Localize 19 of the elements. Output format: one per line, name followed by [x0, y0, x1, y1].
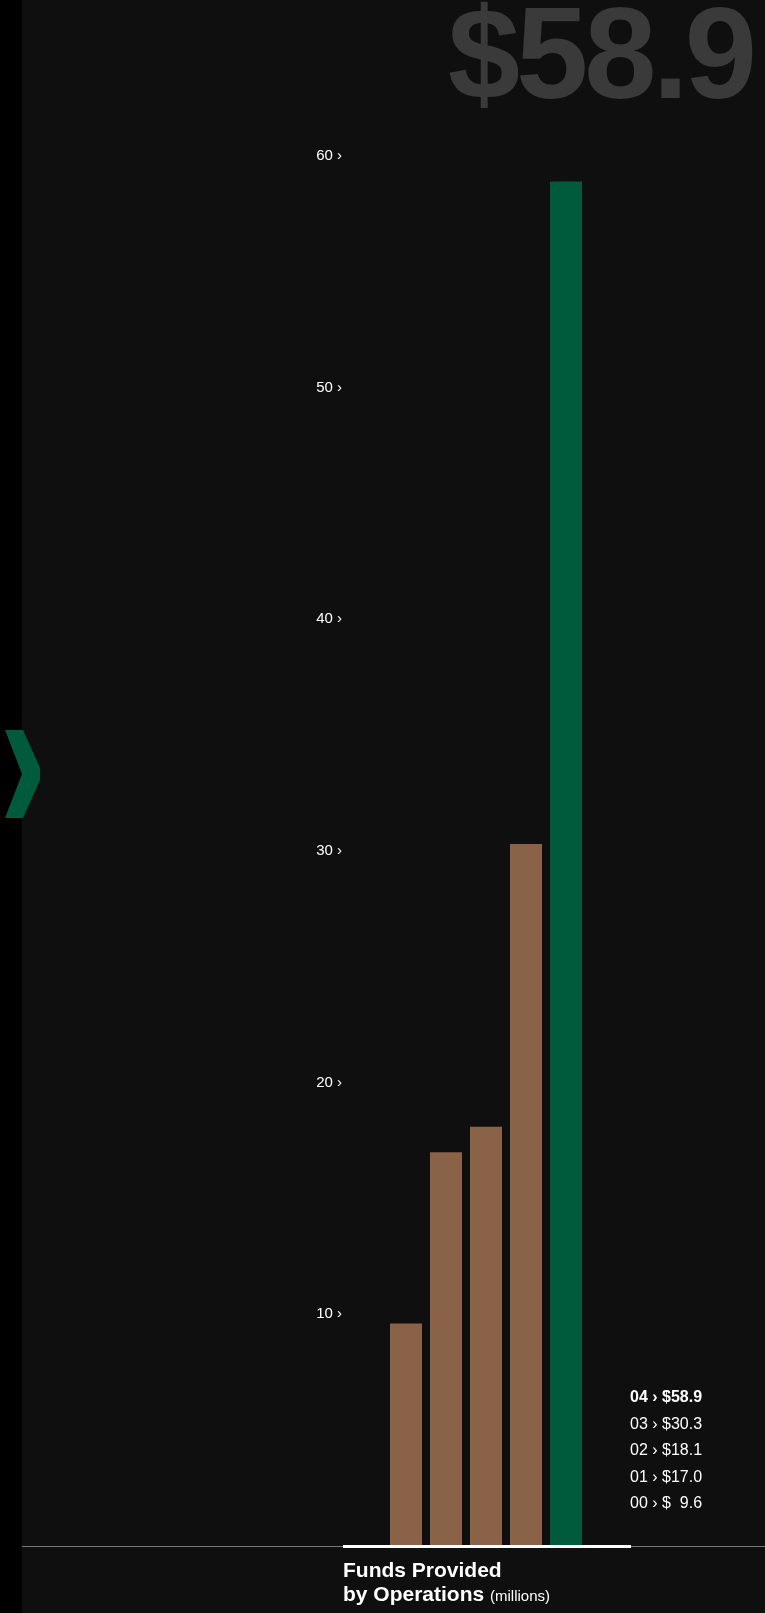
text: 04 › $58.9	[630, 1387, 703, 1407]
text: 01 › $17.0	[630, 1466, 703, 1487]
text: 03 › $30.3	[630, 1413, 703, 1434]
text: 00 › $ 9.6	[630, 1493, 703, 1513]
x-axis-title: (millions)	[490, 1587, 551, 1604]
y-tick-label: 30 ›	[316, 841, 342, 859]
y-tick-label: 10 ›	[316, 1304, 342, 1322]
y-tick-label: 50 ›	[316, 377, 342, 395]
text: 02 › $18.1	[630, 1440, 703, 1460]
text: Funds Provided	[343, 1558, 502, 1581]
bar	[550, 181, 582, 1546]
y-tick-label: 40 ›	[316, 609, 342, 627]
y-tick-label: 60 ›	[316, 146, 342, 164]
bar	[430, 1152, 462, 1546]
y-tick-label: 20 ›	[316, 1072, 342, 1090]
bar	[470, 1126, 502, 1546]
bar	[510, 844, 542, 1546]
text: by Operations	[343, 1582, 485, 1605]
bar	[390, 1323, 422, 1546]
